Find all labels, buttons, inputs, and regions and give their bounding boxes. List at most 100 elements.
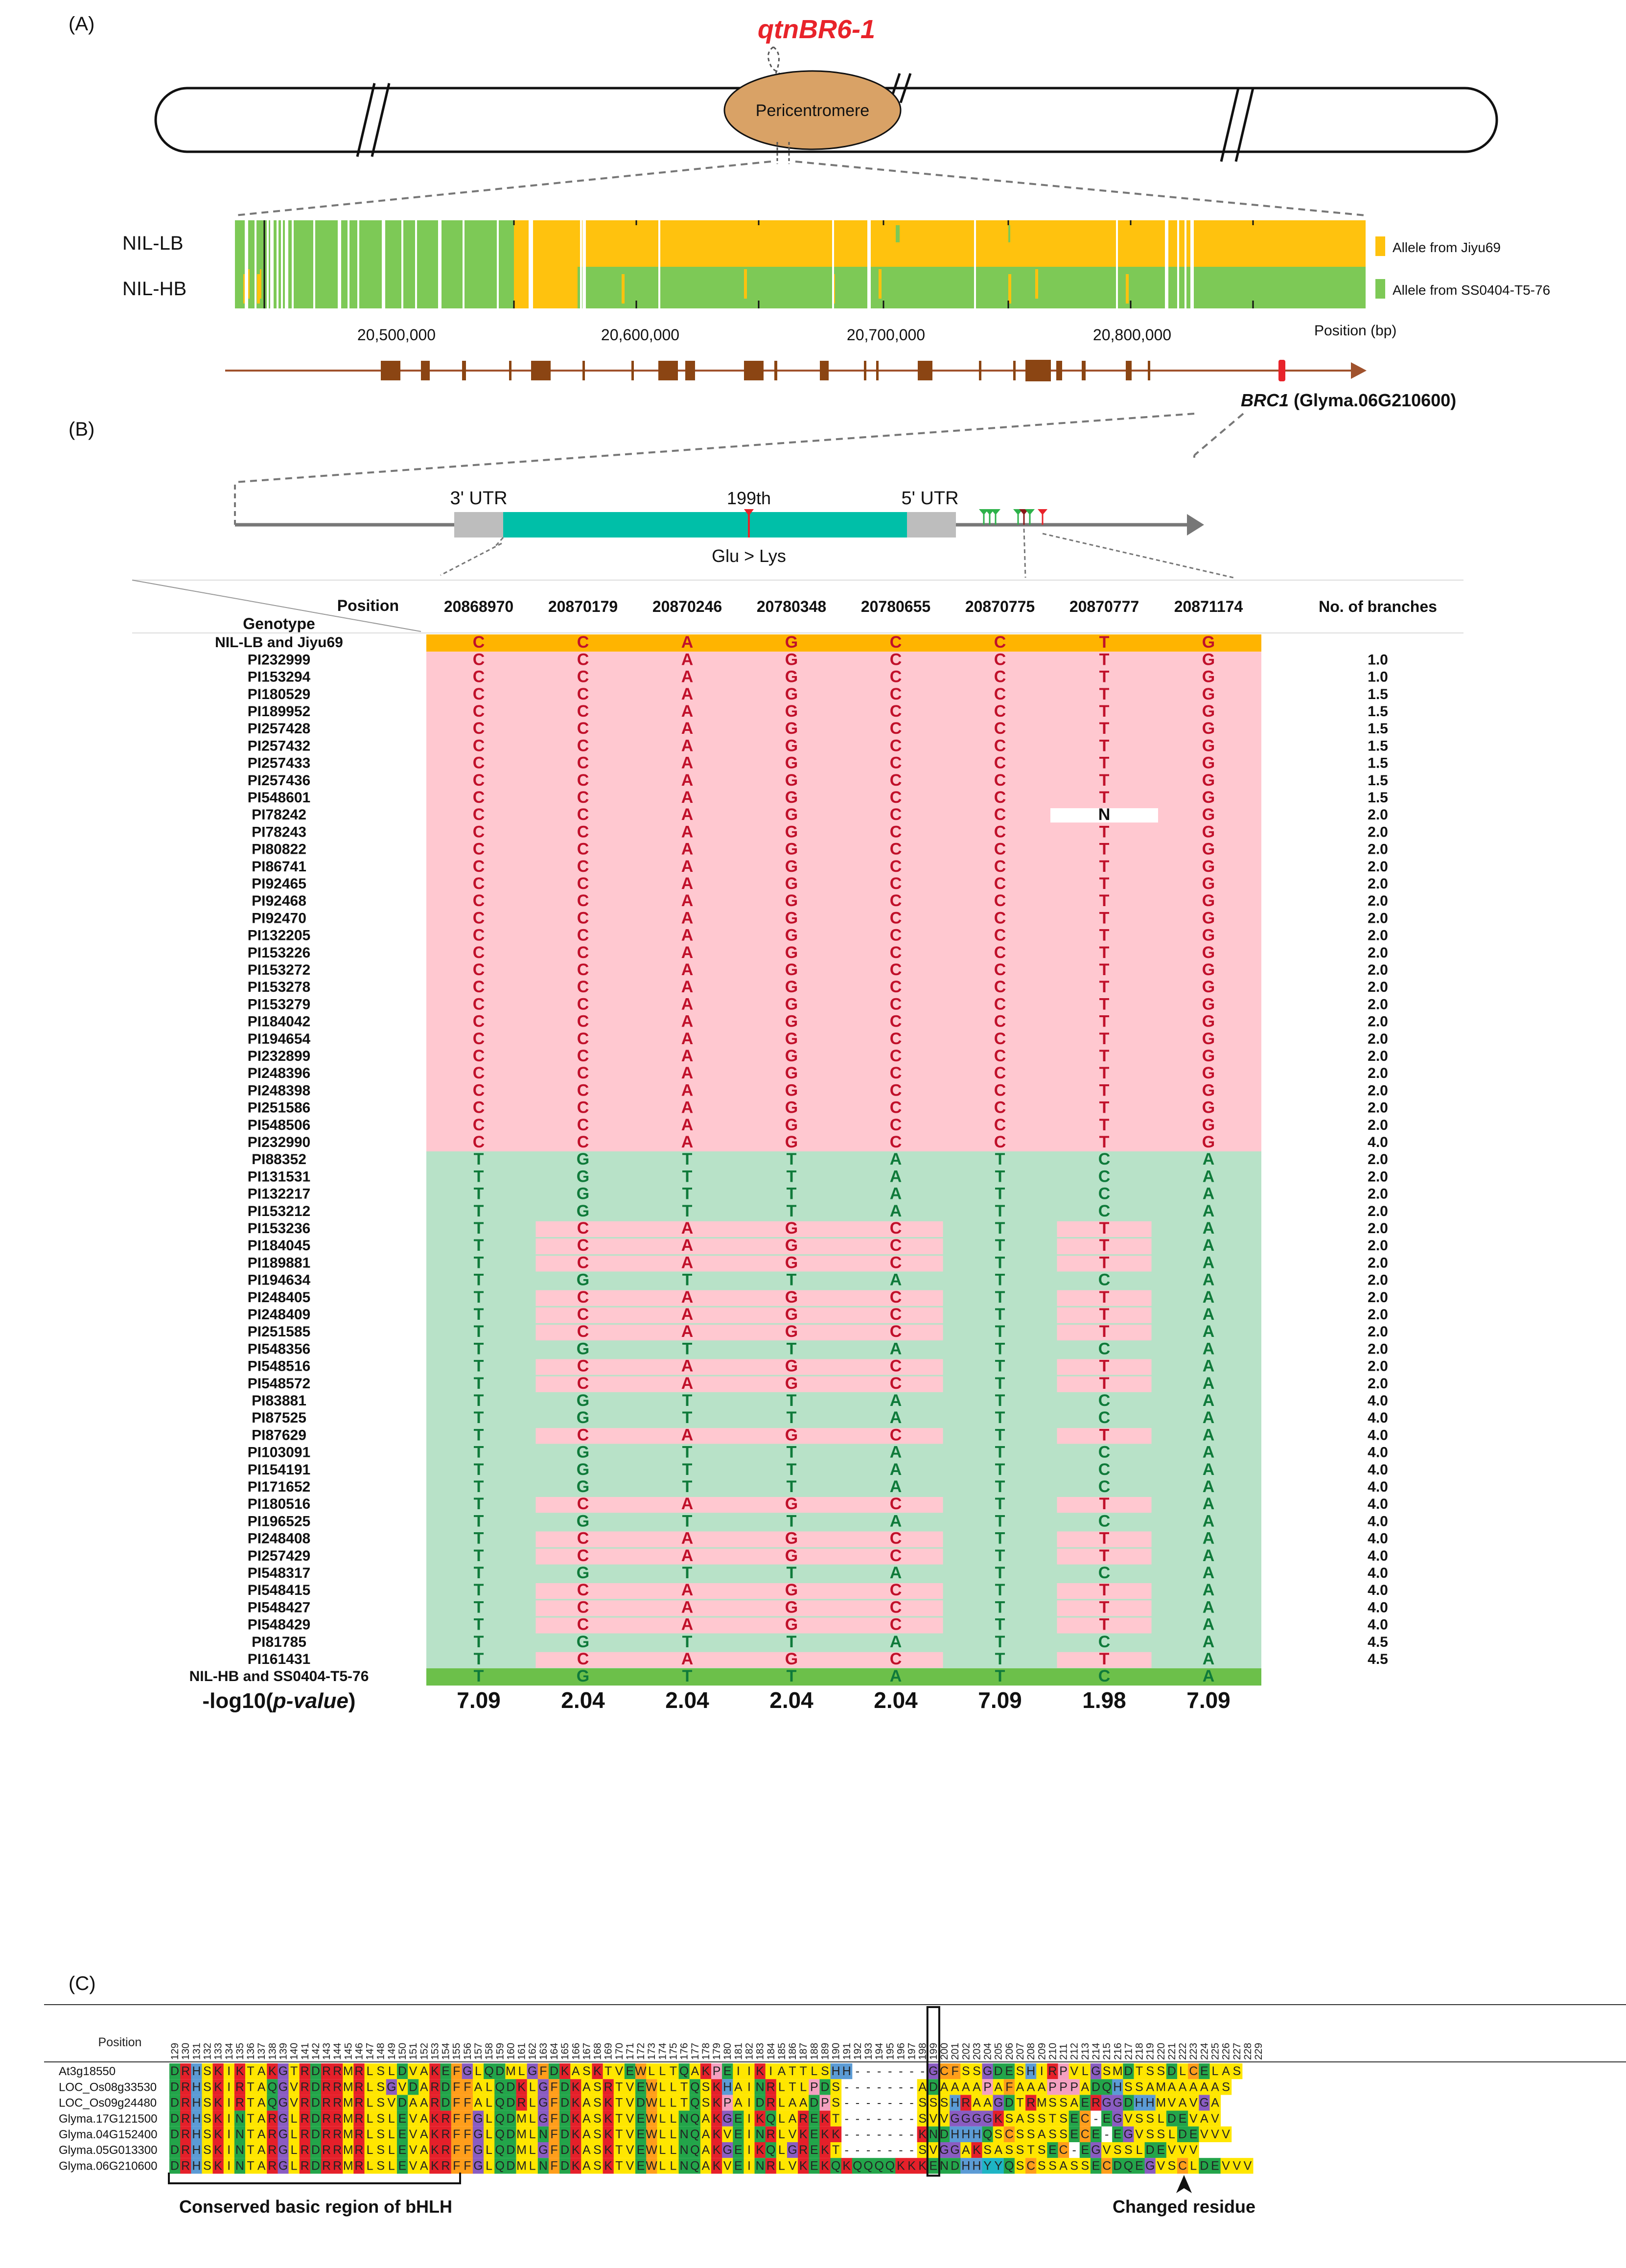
residue-cell xyxy=(484,2110,495,2127)
genotype-name: NIL-HB and SS0404-T5-76 xyxy=(189,1668,369,1684)
residue-cell xyxy=(418,2126,430,2142)
residue: K xyxy=(918,2128,927,2141)
allele-T: T xyxy=(682,1564,693,1582)
residue-cell xyxy=(646,2079,657,2095)
residue-cell xyxy=(484,2126,495,2142)
allele-C: C xyxy=(577,1650,589,1668)
residue: A xyxy=(1016,2080,1024,2094)
allele-T: T xyxy=(682,1202,693,1220)
genotype-name: PI86741 xyxy=(252,859,306,875)
residue: D xyxy=(311,2064,320,2078)
residue: S xyxy=(203,2143,211,2157)
residue: R xyxy=(1048,2064,1057,2078)
residue: Q xyxy=(690,2128,699,2141)
residue-cell xyxy=(1134,2126,1145,2142)
branches-value: 2.0 xyxy=(1368,1169,1388,1185)
residue: C xyxy=(1081,2112,1090,2126)
allele-C: C xyxy=(577,891,589,910)
allele-T: T xyxy=(474,1495,484,1513)
residue-cell xyxy=(332,2110,343,2127)
bhlh-bracket-label: Conserved basic region of bHLH xyxy=(179,2197,452,2217)
residue: R xyxy=(354,2128,363,2141)
residue: R xyxy=(322,2064,331,2078)
allele-G: G xyxy=(577,1564,589,1582)
residue: M xyxy=(343,2143,353,2157)
position-number: 191 xyxy=(841,2043,853,2060)
panel-b-label: (B) xyxy=(69,419,94,440)
residue: E xyxy=(810,2112,818,2126)
allele-G: G xyxy=(785,1305,798,1324)
residue-cell xyxy=(754,2063,766,2080)
allele-A: A xyxy=(1203,1426,1215,1444)
residue: - xyxy=(899,2096,903,2110)
genotype-name: PI189881 xyxy=(248,1255,310,1271)
allele-highlight xyxy=(535,1548,943,1565)
genotype-name: PI88352 xyxy=(252,1151,306,1168)
residue: E xyxy=(1070,2112,1078,2126)
allele-C: C xyxy=(890,909,902,927)
residue: G xyxy=(538,2143,548,2157)
residue: - xyxy=(877,2112,881,2126)
allele-C: C xyxy=(473,1133,485,1151)
residue: S xyxy=(593,2143,602,2157)
allele-T: T xyxy=(995,1339,1005,1358)
allele-C: C xyxy=(473,978,485,996)
residue: F xyxy=(464,2128,471,2141)
branches-value: 2.0 xyxy=(1368,1186,1388,1202)
genotype-name: PI548601 xyxy=(248,790,310,806)
residue: S xyxy=(832,2096,840,2110)
residue: - xyxy=(909,2112,913,2126)
residue-cell xyxy=(1003,2079,1015,2095)
allele-A: A xyxy=(1203,1185,1215,1203)
position-number: 138 xyxy=(267,2043,278,2060)
residue: K xyxy=(572,2159,580,2173)
residue-cell xyxy=(472,2110,484,2127)
allele-C: C xyxy=(890,685,902,703)
residue: A xyxy=(1211,2096,1219,2110)
table-row: PI81785 T G T T A T C A 4.5 xyxy=(252,1633,1388,1652)
allele-highlight xyxy=(1057,1531,1152,1547)
residue: R xyxy=(322,2159,331,2173)
allele-highlight xyxy=(535,1652,943,1668)
allele-A: A xyxy=(681,1650,694,1668)
track-hb-jiyu-block xyxy=(514,267,578,308)
position-number: 167 xyxy=(581,2043,592,2060)
branches-value: 4.0 xyxy=(1368,1427,1388,1443)
residue-cell xyxy=(722,2079,733,2095)
allele-T: T xyxy=(682,1185,693,1203)
residue: K xyxy=(713,2096,721,2110)
residue: E xyxy=(1211,2159,1219,2173)
table-row: PI248398 C C A G C C T G 2.0 xyxy=(248,1081,1388,1100)
residue: - xyxy=(1105,2128,1109,2141)
allele-T: T xyxy=(474,1512,484,1530)
panel-a-label: (A) xyxy=(69,13,94,35)
allele-C: C xyxy=(994,857,1006,876)
residue-cell xyxy=(613,2126,625,2142)
residue-cell xyxy=(971,2126,982,2142)
row-bg xyxy=(426,1392,1261,1410)
residue-cell xyxy=(169,2142,181,2158)
allele-T: T xyxy=(995,1374,1005,1393)
residue: V xyxy=(1179,2143,1187,2157)
position-20870179: 20870179 xyxy=(548,598,618,615)
allele-T: T xyxy=(787,1167,797,1186)
residue: G xyxy=(473,2112,483,2126)
residue: D xyxy=(560,2128,569,2141)
residue-cell xyxy=(451,2142,463,2158)
track-hb-mark xyxy=(622,274,625,304)
allele-C: C xyxy=(994,1064,1006,1082)
branches-value: 2.0 xyxy=(1368,1082,1388,1099)
allele-A: A xyxy=(890,1633,902,1651)
residue-cell xyxy=(440,2110,452,2127)
row-bg xyxy=(426,652,1261,670)
residue: E xyxy=(810,2143,818,2157)
allele-C: C xyxy=(994,668,1006,686)
residue: D xyxy=(1167,2112,1176,2126)
residue-cell xyxy=(180,2126,191,2142)
allele-C: C xyxy=(473,771,485,790)
residue-cell xyxy=(191,2126,202,2142)
genotype-name: PI153278 xyxy=(248,979,310,995)
position-number: 224 xyxy=(1199,2043,1210,2060)
branches-value: 1.0 xyxy=(1368,669,1388,685)
allele-G: G xyxy=(785,1374,798,1393)
